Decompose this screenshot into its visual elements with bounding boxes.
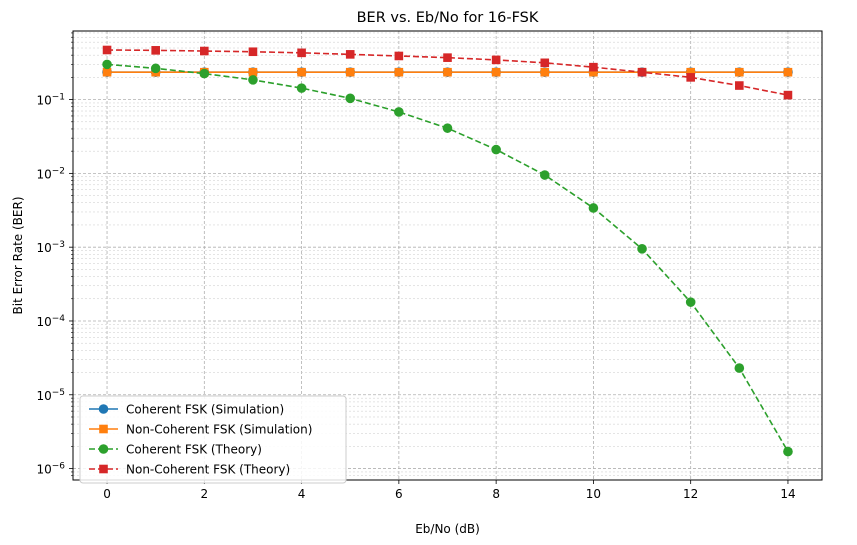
legend-marker xyxy=(99,464,108,474)
data-point xyxy=(443,67,452,77)
chart-title: BER vs. Eb/No for 16-FSK xyxy=(357,10,539,26)
data-point xyxy=(345,50,355,59)
data-point xyxy=(345,93,356,104)
data-point xyxy=(102,67,112,77)
data-point xyxy=(540,67,550,77)
data-point xyxy=(297,67,306,77)
x-tick-label: 6 xyxy=(395,487,403,501)
data-point xyxy=(589,67,598,77)
data-point xyxy=(297,48,306,58)
data-point xyxy=(637,244,647,254)
data-point xyxy=(394,107,404,117)
data-point xyxy=(394,67,404,77)
x-tick-label: 8 xyxy=(492,487,500,501)
legend-marker xyxy=(99,424,108,434)
data-point xyxy=(200,46,209,56)
x-tick-label: 10 xyxy=(586,487,601,501)
x-tick-label: 12 xyxy=(683,487,698,501)
legend-box xyxy=(79,395,347,484)
data-point xyxy=(539,170,550,180)
x-tick-label: 14 xyxy=(780,487,795,501)
x-tick-label: 0 xyxy=(103,487,111,501)
data-point xyxy=(588,203,599,213)
legend-label: Coherent FSK (Theory) xyxy=(126,443,262,457)
legend-label: Coherent FSK (Simulation) xyxy=(126,403,284,417)
data-point xyxy=(491,55,501,65)
y-tick-label: 10−3 xyxy=(36,240,65,255)
plot-frame xyxy=(72,30,823,481)
data-point xyxy=(102,45,112,55)
data-point xyxy=(735,67,744,77)
data-point xyxy=(734,363,745,373)
grid xyxy=(73,31,822,480)
y-tick-label: 10−1 xyxy=(36,93,65,108)
series-3 xyxy=(102,45,793,100)
data-point xyxy=(345,67,355,77)
y-tick-label: 10−6 xyxy=(36,462,65,477)
y-axis-label: Bit Error Rate (BER) xyxy=(11,197,25,315)
legend-label: Non-Coherent FSK (Theory) xyxy=(126,463,290,477)
x-axis-label: Eb/No (dB) xyxy=(415,522,480,536)
data-point xyxy=(783,90,793,100)
data-point xyxy=(248,67,258,77)
data-point xyxy=(783,446,793,457)
data-point xyxy=(783,67,793,77)
data-point xyxy=(637,67,647,77)
data-point xyxy=(102,59,112,70)
legend-marker xyxy=(98,444,109,454)
x-tick-label: 4 xyxy=(298,487,306,501)
data-point xyxy=(443,53,452,62)
series-line xyxy=(107,49,789,96)
data-point xyxy=(491,144,501,155)
data-point xyxy=(686,67,695,77)
series-2 xyxy=(102,59,793,457)
y-tick-label: 10−2 xyxy=(36,166,65,181)
data-point xyxy=(199,68,210,79)
legend-label: Non-Coherent FSK (Simulation) xyxy=(126,423,312,437)
data-point xyxy=(150,63,161,74)
data-point xyxy=(491,67,501,77)
data-point xyxy=(442,123,453,133)
series-line xyxy=(106,63,789,452)
legend: Coherent FSK (Simulation) Non-Coherent FS… xyxy=(79,395,347,484)
data-point xyxy=(589,62,598,72)
data-point xyxy=(394,51,404,61)
data-point xyxy=(296,83,307,93)
x-tick-label: 2 xyxy=(200,487,208,501)
data-point xyxy=(248,75,258,85)
y-tick-label: 10−4 xyxy=(36,314,65,329)
data-point xyxy=(151,46,160,55)
axes: 0 2 4 6 8 10 12 14 10−6 10−5 10−4 10−3 10−2 10−1 xyxy=(36,32,796,501)
plot-series xyxy=(102,45,793,457)
data-point xyxy=(735,81,744,90)
data-point xyxy=(248,47,258,57)
y-tick-label: 10−5 xyxy=(36,388,65,403)
legend-marker xyxy=(98,404,109,414)
data-point xyxy=(685,297,696,307)
data-point xyxy=(540,58,550,68)
data-point xyxy=(686,73,695,82)
